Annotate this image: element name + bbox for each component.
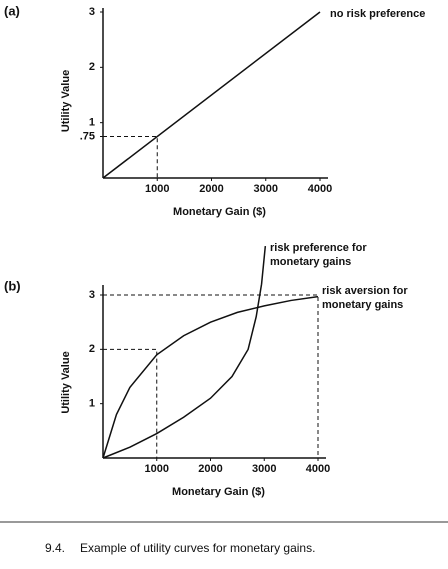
- x-tick-label: 3000: [252, 463, 276, 475]
- y-tick-label: 1: [89, 398, 95, 410]
- y-tick-label: 3: [89, 289, 95, 301]
- x-tick-label: 3000: [254, 183, 278, 195]
- guide-line: [103, 294, 319, 458]
- series-line: [102, 246, 267, 459]
- x-axis-label: Monetary Gain ($): [172, 486, 265, 498]
- x-tick-label: 2000: [199, 183, 223, 195]
- caption-number: 9.4.: [45, 541, 65, 555]
- panel-label: (b): [4, 278, 21, 293]
- annotation: risk preference for: [270, 242, 367, 254]
- y-tick-label: 2: [89, 61, 95, 73]
- guide-line: [103, 348, 158, 458]
- annotation: no risk preference: [330, 8, 425, 20]
- y-tick-label: 1: [89, 117, 95, 129]
- annotation: monetary gains: [322, 299, 403, 311]
- panel-label: (a): [4, 3, 20, 18]
- series-line: [102, 295, 319, 459]
- annotation: monetary gains: [270, 256, 351, 268]
- y-tick-label: 3: [89, 6, 95, 18]
- caption-text: Example of utility curves for monetary g…: [80, 541, 315, 555]
- series-line: [102, 11, 321, 179]
- y-tick-label: 2: [89, 343, 95, 355]
- annotation: risk aversion for: [322, 285, 408, 297]
- y-axis-label: Utility Value: [60, 70, 72, 132]
- x-tick-label: 4000: [308, 183, 332, 195]
- x-tick-label: 1000: [145, 183, 169, 195]
- x-axis-label: Monetary Gain ($): [173, 206, 266, 218]
- y-axis-label: Utility Value: [60, 351, 72, 413]
- x-tick-label: 1000: [145, 463, 169, 475]
- y-tick-label: .75: [80, 130, 95, 142]
- x-tick-label: 2000: [198, 463, 222, 475]
- x-tick-label: 4000: [306, 463, 330, 475]
